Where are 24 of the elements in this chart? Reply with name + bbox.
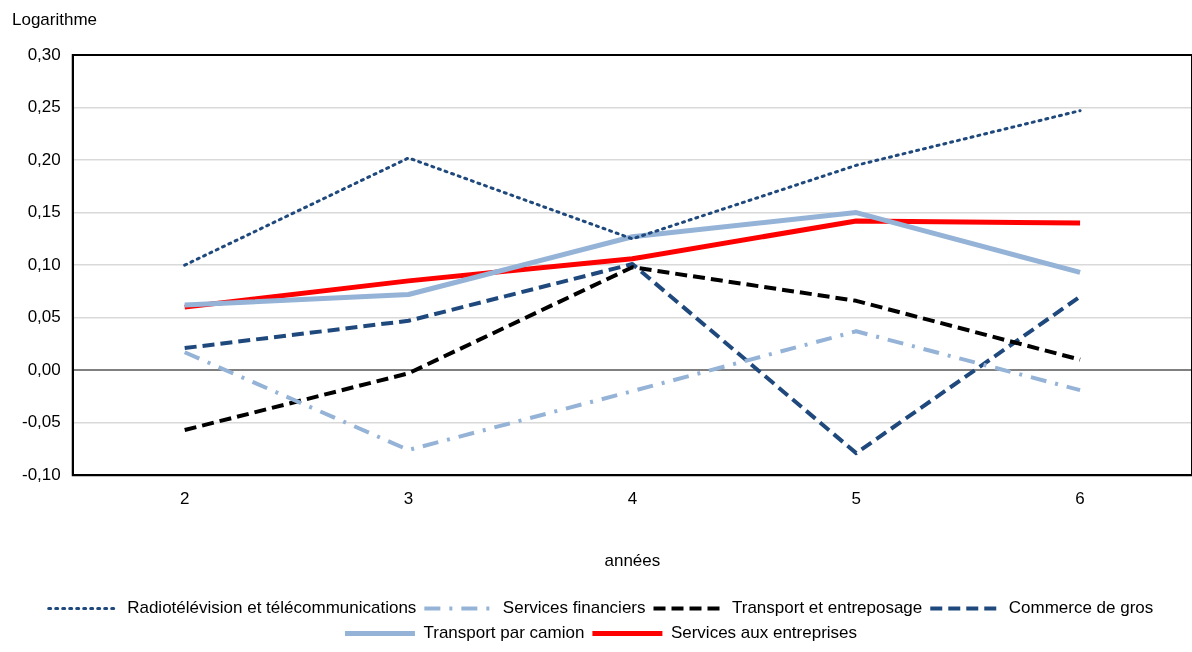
- y-tick-label: 0,00: [27, 359, 61, 379]
- x-tick-label: 4: [627, 489, 638, 509]
- legend-label: Commerce de gros: [1008, 598, 1154, 618]
- y-tick-label: -0,05: [22, 412, 61, 432]
- x-tick-label: 5: [851, 489, 861, 509]
- y-tick-label: -0,10: [22, 464, 61, 484]
- legend-label: Services aux entreprises: [670, 623, 858, 643]
- legend-label: Services financiers: [502, 598, 646, 618]
- y-tick-label: 0,05: [27, 307, 61, 327]
- y-axis-title: Logarithme: [12, 10, 98, 30]
- legend-label: Radiotélévision et télécommunications: [127, 598, 417, 618]
- x-tick-label: 2: [179, 489, 190, 509]
- legend-label: Transport et entreposage: [732, 598, 923, 618]
- y-tick-label: 0,30: [27, 44, 61, 64]
- x-axis-title: années: [604, 551, 661, 571]
- legend-label: Transport par camion: [423, 623, 585, 643]
- y-tick-label: 0,25: [27, 97, 61, 117]
- x-tick-label: 3: [403, 489, 414, 509]
- line-series: [183, 109, 1082, 267]
- y-tick-label: 0,20: [27, 149, 61, 169]
- line-series: [182, 329, 1083, 452]
- x-tick-label: 6: [1075, 489, 1085, 509]
- y-tick-label: 0,15: [27, 202, 61, 222]
- y-tick-label: 0,10: [27, 254, 61, 274]
